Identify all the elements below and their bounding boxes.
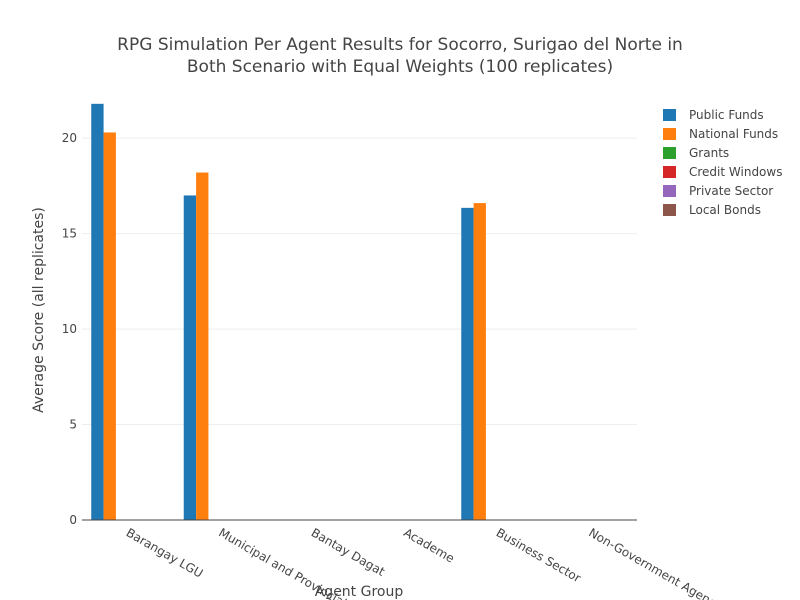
bar <box>196 172 209 520</box>
bar <box>183 195 197 521</box>
y-axis-ticks: 0 5 10 15 20 <box>62 131 77 527</box>
legend-swatch <box>663 166 676 178</box>
legend-item: Local Bonds <box>663 203 761 217</box>
legend-item: Private Sector <box>663 184 773 198</box>
legend-swatch <box>663 128 676 140</box>
bar <box>461 207 474 520</box>
y-tick-label: 20 <box>62 131 77 145</box>
x-tick-label: Bantay Dagat <box>309 525 388 578</box>
legend-item: Credit Windows <box>663 165 782 179</box>
bar <box>91 103 104 521</box>
legend-label: Grants <box>689 146 729 160</box>
chart-title-line-2: Both Scenario with Equal Weights (100 re… <box>187 57 613 77</box>
y-tick-label: 10 <box>62 322 77 336</box>
legend-item: Grants <box>663 146 729 160</box>
y-tick-label: 15 <box>62 227 77 241</box>
legend-label: Credit Windows <box>689 165 782 179</box>
legend-label: Local Bonds <box>689 203 761 217</box>
legend-swatch <box>663 109 676 121</box>
gridlines <box>82 137 637 426</box>
x-tick-label: Academe <box>401 525 457 565</box>
legend-label: Private Sector <box>689 184 773 198</box>
bar <box>103 132 116 521</box>
x-tick-label: Business Sector <box>494 525 584 585</box>
legend-item: National Funds <box>663 127 778 141</box>
x-axis-ticks: Barangay LGU Municipal and Provincial LGU… <box>124 525 734 600</box>
legend-item: Public Funds <box>663 108 764 122</box>
x-axis-title: Agent Group <box>315 584 404 600</box>
y-tick-label: 5 <box>69 418 77 432</box>
bars <box>91 103 486 521</box>
bar <box>473 203 486 520</box>
legend: Public Funds National Funds Grants Credit W… <box>663 108 782 217</box>
chart-title: RPG Simulation Per Agent Results for Soc… <box>117 35 683 77</box>
y-axis-title: Average Score (all replicates) <box>31 207 47 413</box>
legend-label: National Funds <box>689 127 778 141</box>
legend-label: Public Funds <box>689 108 764 122</box>
legend-swatch <box>663 147 676 159</box>
x-tick-label: Barangay LGU <box>124 525 206 580</box>
y-tick-label: 0 <box>69 513 77 527</box>
legend-swatch <box>663 204 676 216</box>
x-tick-label: Non-Government Agencies <box>586 525 733 600</box>
chart-title-line-1: RPG Simulation Per Agent Results for Soc… <box>117 35 683 55</box>
legend-swatch <box>663 185 676 197</box>
